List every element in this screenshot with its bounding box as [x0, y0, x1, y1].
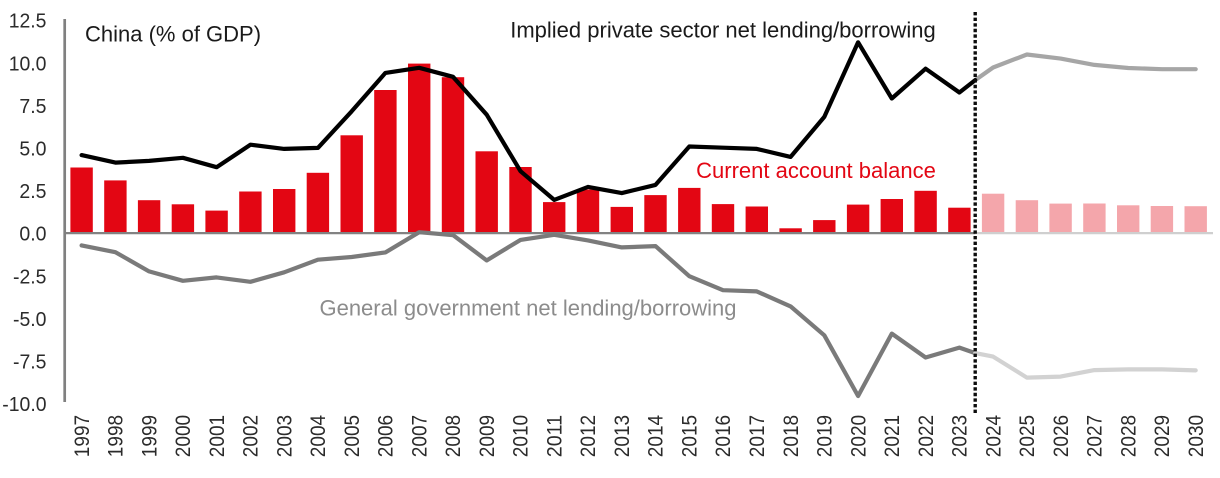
svg-text:2001: 2001 [206, 415, 229, 457]
svg-text:2030: 2030 [1185, 415, 1208, 457]
svg-text:7.5: 7.5 [19, 96, 46, 118]
svg-text:2.5: 2.5 [19, 181, 46, 203]
svg-text:2027: 2027 [1084, 415, 1107, 457]
svg-text:2024: 2024 [982, 415, 1005, 458]
svg-text:2014: 2014 [645, 415, 668, 458]
svg-text:2008: 2008 [442, 415, 465, 457]
svg-text:2012: 2012 [577, 415, 600, 457]
svg-text:2002: 2002 [240, 415, 263, 457]
svg-text:2018: 2018 [780, 415, 803, 457]
svg-text:2019: 2019 [814, 415, 837, 457]
svg-text:2006: 2006 [375, 415, 398, 457]
svg-text:2013: 2013 [611, 415, 634, 457]
svg-text:1997: 1997 [71, 415, 94, 457]
svg-text:2023: 2023 [949, 415, 972, 457]
svg-text:2005: 2005 [341, 415, 364, 457]
svg-text:2016: 2016 [712, 415, 735, 457]
svg-text:2020: 2020 [847, 415, 870, 457]
svg-text:0.0: 0.0 [19, 224, 46, 246]
svg-text:2021: 2021 [881, 415, 904, 457]
svg-text:2003: 2003 [273, 415, 296, 457]
svg-text:-2.5: -2.5 [13, 266, 47, 288]
svg-text:2004: 2004 [307, 415, 330, 458]
svg-text:10.0: 10.0 [9, 53, 47, 75]
svg-text:-10.0: -10.0 [2, 394, 46, 416]
svg-text:Current account balance: Current account balance [696, 158, 936, 183]
svg-text:2007: 2007 [408, 415, 431, 457]
svg-text:2025: 2025 [1016, 415, 1039, 457]
svg-text:2026: 2026 [1050, 415, 1073, 457]
svg-text:2011: 2011 [543, 415, 566, 457]
svg-text:12.5: 12.5 [9, 11, 47, 33]
svg-text:2028: 2028 [1117, 415, 1140, 457]
svg-text:2000: 2000 [172, 415, 195, 457]
svg-text:2029: 2029 [1151, 415, 1174, 457]
svg-text:General government net lending: General government net lending/borrowing [319, 296, 736, 321]
svg-text:2015: 2015 [679, 415, 702, 457]
svg-text:1999: 1999 [138, 415, 161, 457]
svg-text:5.0: 5.0 [19, 139, 46, 161]
svg-text:2009: 2009 [476, 415, 499, 457]
svg-text:2010: 2010 [510, 415, 533, 457]
svg-text:1998: 1998 [105, 415, 128, 457]
svg-text:China (% of GDP): China (% of GDP) [85, 22, 261, 47]
svg-text:-7.5: -7.5 [13, 352, 47, 374]
svg-text:-5.0: -5.0 [13, 309, 47, 331]
svg-text:2022: 2022 [915, 415, 938, 457]
svg-text:Implied private sector net len: Implied private sector net lending/borro… [510, 18, 936, 43]
svg-text:2017: 2017 [746, 415, 769, 457]
